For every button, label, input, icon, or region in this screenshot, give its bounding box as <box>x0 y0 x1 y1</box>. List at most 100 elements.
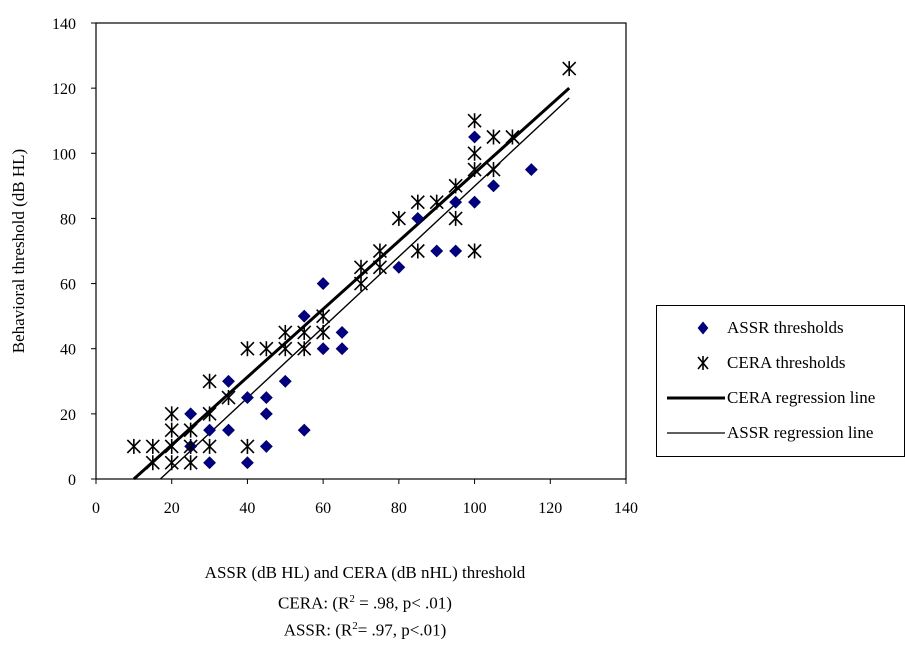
cera-threshold-point <box>316 324 331 340</box>
x-tick-label: 20 <box>164 500 180 517</box>
cera-statistics: CERA: (R2 = .98, p< .01) <box>120 593 610 614</box>
cera-threshold-point <box>145 455 160 471</box>
thin-line-icon <box>667 432 725 434</box>
plot-area <box>95 22 627 480</box>
y-tick-label: 80 <box>60 211 76 228</box>
cera-regression-line <box>132 87 571 481</box>
cera-threshold-point <box>486 129 501 145</box>
thick-line-icon <box>667 396 725 400</box>
y-tick-label: 0 <box>68 472 76 489</box>
x-tick-label: 60 <box>315 500 331 517</box>
cera-threshold-point <box>562 61 577 77</box>
assr-threshold-point <box>392 260 406 274</box>
cera-threshold-point <box>467 113 482 129</box>
data-points <box>126 61 577 471</box>
cera-threshold-point <box>221 390 236 406</box>
cera-threshold-point <box>240 341 255 357</box>
cera-threshold-point <box>164 406 179 422</box>
y-axis-title: Behavioral threshold (dB HL) <box>9 149 28 353</box>
cera-threshold-point <box>372 243 387 259</box>
cera-threshold-point <box>505 129 520 145</box>
cera-threshold-point <box>467 145 482 161</box>
legend-label-assr-thresholds: ASSR thresholds <box>727 318 844 337</box>
assr-threshold-point <box>524 163 538 176</box>
cera-threshold-point <box>278 341 293 357</box>
cera-threshold-point <box>429 194 444 210</box>
legend-item-cera-regression-line: CERA regression line <box>657 384 905 412</box>
cera-threshold-point <box>467 162 482 178</box>
cera-threshold-point <box>145 438 160 454</box>
diamond-marker-icon <box>697 321 709 335</box>
cera-threshold-point <box>164 455 179 471</box>
assr-threshold-point <box>222 423 235 437</box>
assr-threshold-point <box>316 277 330 290</box>
assr-threshold-point <box>241 391 254 404</box>
legend-item-cera-thresholds: CERA thresholds <box>657 349 905 377</box>
assr-threshold-point <box>449 244 463 258</box>
assr-threshold-point <box>241 456 254 470</box>
y-tick-label: 120 <box>52 81 76 98</box>
assr-stat-sup: 2 <box>352 620 358 632</box>
assr-threshold-point <box>203 423 216 437</box>
asterisk-marker-icon <box>697 356 709 370</box>
cera-stat-prefix: CERA: (R <box>278 593 350 613</box>
assr-threshold-point <box>468 195 481 209</box>
cera-threshold-point <box>467 243 482 259</box>
assr-threshold-point <box>278 374 292 388</box>
assr-stat-suffix: = .97, p<.01) <box>357 620 447 640</box>
axis-ticks: 0 20 40 60 80 100 120 140 0 20 40 60 80 100 120 140 <box>52 16 638 517</box>
cera-threshold-point <box>297 341 312 357</box>
cera-threshold-point <box>164 422 179 438</box>
legend-label-cera-regression-line: CERA regression line <box>727 388 876 407</box>
y-tick-label: 100 <box>52 146 76 163</box>
assr-threshold-point <box>259 440 273 453</box>
assr-threshold-point <box>222 374 235 388</box>
cera-threshold-point <box>126 438 141 454</box>
assr-statistics: ASSR: (R2= .97, p<.01) <box>120 620 610 641</box>
cera-threshold-point <box>353 276 369 292</box>
x-tick-label: 0 <box>92 500 100 517</box>
cera-threshold-point <box>202 406 217 422</box>
assr-threshold-point <box>487 179 500 193</box>
x-tick-label: 100 <box>463 500 487 517</box>
cera-threshold-point <box>448 178 463 194</box>
legend: ASSR thresholds CERA thresholds CERA reg… <box>656 305 905 457</box>
cera-threshold-point <box>486 162 501 178</box>
cera-threshold-point <box>202 373 217 389</box>
y-tick-label: 40 <box>60 342 76 359</box>
cera-threshold-point <box>448 210 463 226</box>
assr-threshold-point <box>184 407 198 421</box>
legend-label-assr-regression-line: ASSR regression line <box>727 423 874 442</box>
legend-item-assr-thresholds: ASSR thresholds <box>657 314 905 342</box>
x-tick-label: 140 <box>614 500 638 517</box>
assr-stat-prefix: ASSR: (R <box>283 620 353 640</box>
legend-label-cera-thresholds: CERA thresholds <box>727 353 846 372</box>
cera-threshold-point <box>259 341 274 357</box>
cera-threshold-point <box>183 438 198 454</box>
assr-threshold-point <box>430 244 444 258</box>
assr-threshold-point <box>259 391 273 404</box>
assr-threshold-point <box>259 407 273 421</box>
assr-threshold-point <box>203 456 216 470</box>
cera-threshold-point <box>410 243 425 259</box>
assr-threshold-point <box>316 342 330 356</box>
cera-threshold-point <box>297 324 312 340</box>
cera-threshold-point <box>372 259 387 275</box>
cera-threshold-point <box>183 455 198 471</box>
assr-threshold-point <box>297 423 311 437</box>
y-tick-label: 60 <box>60 277 76 294</box>
assr-threshold-point <box>335 326 349 339</box>
cera-threshold-point <box>202 438 217 454</box>
cera-stat-sup: 2 <box>349 593 355 605</box>
cera-threshold-point <box>410 194 425 210</box>
cera-threshold-point <box>353 259 369 275</box>
cera-threshold-point <box>391 210 406 226</box>
assr-threshold-point <box>411 212 425 225</box>
cera-threshold-point <box>240 438 255 454</box>
cera-threshold-point <box>278 324 293 340</box>
assr-threshold-point <box>449 195 463 209</box>
y-tick-label: 20 <box>60 407 76 424</box>
assr-threshold-point <box>335 342 349 356</box>
cera-threshold-point <box>183 422 198 438</box>
